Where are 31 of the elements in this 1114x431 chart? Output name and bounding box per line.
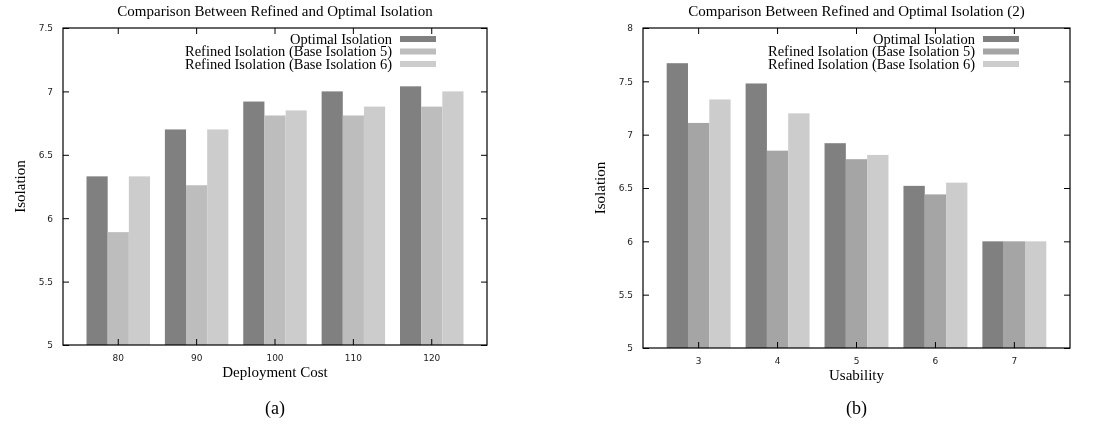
x-tick-label: 4 [774, 356, 781, 367]
y-tick-label: 7 [627, 130, 633, 141]
y-tick-label: 8 [627, 23, 634, 34]
y-tick-label: 7.5 [618, 76, 633, 87]
y-tick-label: 5 [627, 343, 633, 354]
x-tick-label: 5 [853, 356, 860, 367]
chart-title: Comparison Between Refined and Optimal Isolation (2) [688, 3, 1025, 20]
y-axis-title: Isolation [12, 159, 28, 213]
x-tick-label: 110 [344, 353, 363, 364]
y-axis-title: Isolation [592, 161, 608, 215]
y-tick-label: 5.5 [618, 290, 633, 301]
chart-title: Comparison Between Refined and Optimal Isolation [117, 3, 434, 19]
y-tick-label: 6.5 [38, 150, 53, 161]
y-tick-label: 5 [47, 340, 53, 351]
y-tick-label: 7.5 [38, 23, 53, 34]
x-tick-label: 120 [423, 353, 441, 364]
x-tick-label: 3 [695, 356, 702, 367]
y-tick-label: 7 [47, 86, 53, 97]
text: (b) [846, 398, 867, 419]
y-tick-label: 6.5 [618, 183, 633, 194]
x-tick-label: 7 [1011, 356, 1018, 367]
y-tick-label: 6 [627, 236, 634, 247]
x-axis-title: Deployment Cost [222, 364, 329, 380]
y-tick-label: 5.5 [38, 276, 53, 287]
x-tick-label: 90 [190, 353, 203, 364]
y-tick-label: 6 [47, 213, 54, 224]
text: (a) [265, 398, 285, 419]
x-tick-label: 100 [266, 353, 284, 364]
x-axis-title: Usability [829, 367, 885, 383]
x-tick-label: 6 [932, 356, 939, 367]
x-tick-label: 80 [112, 353, 125, 364]
